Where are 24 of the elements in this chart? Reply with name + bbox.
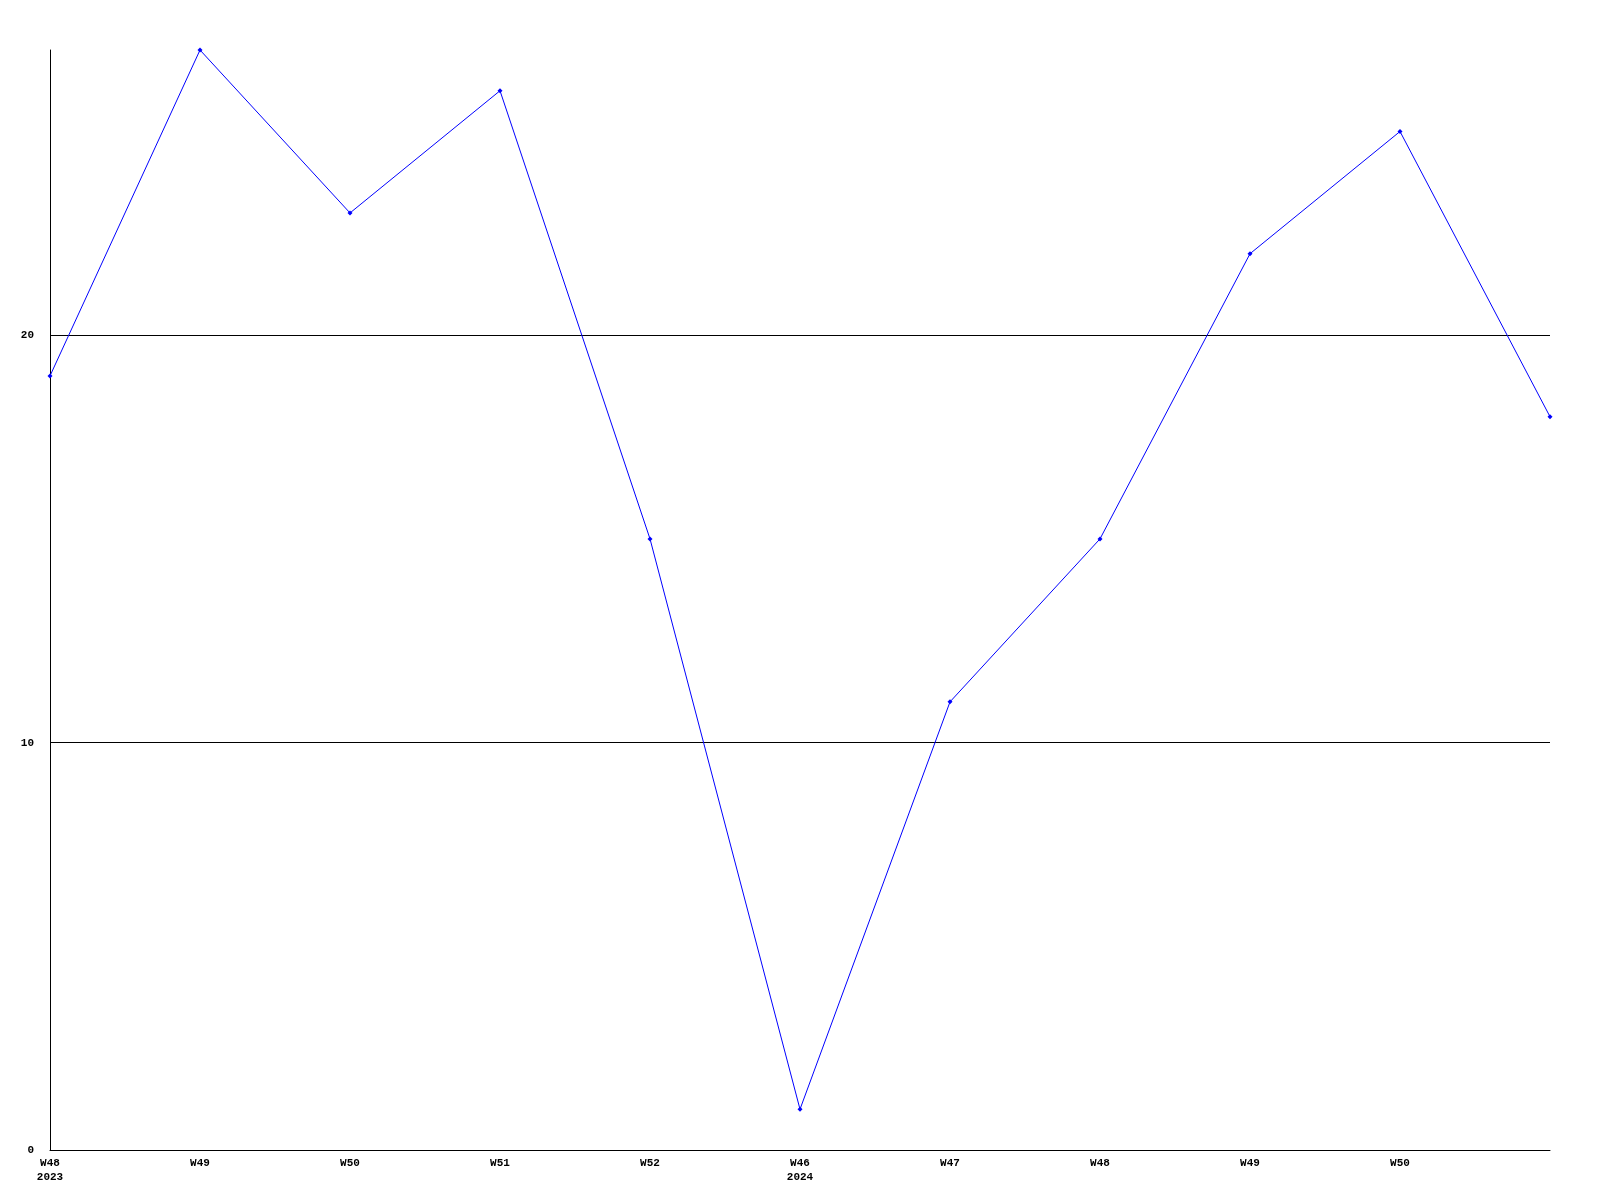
point — [1097, 536, 1103, 542]
x-tick-label: W49 — [190, 1157, 210, 1169]
x-tick-label: W46 2024 — [786, 1157, 814, 1183]
point — [647, 536, 653, 542]
point — [47, 373, 53, 379]
point — [947, 699, 953, 705]
point — [1397, 128, 1403, 134]
x-tick-label: W48 2023 — [36, 1157, 64, 1183]
point — [497, 88, 503, 94]
point — [1247, 251, 1253, 257]
x-tick-label: W50 — [1390, 1157, 1410, 1169]
x-tick-label: W49 — [1240, 1157, 1260, 1169]
y-tick-label: 0 — [27, 1144, 34, 1156]
point — [347, 210, 353, 216]
x-tick-label: W52 — [640, 1157, 660, 1169]
y-tick-label: 10 — [20, 736, 34, 749]
x-tick-label: W47 — [940, 1157, 960, 1169]
x-tick-label: W51 — [490, 1157, 511, 1169]
point — [197, 47, 203, 53]
point — [1547, 414, 1553, 420]
x-tick-label: W50 — [340, 1157, 360, 1169]
point — [797, 1106, 803, 1112]
y-tick-label: 20 — [20, 329, 34, 342]
x-tick-label: W48 — [1090, 1157, 1111, 1169]
